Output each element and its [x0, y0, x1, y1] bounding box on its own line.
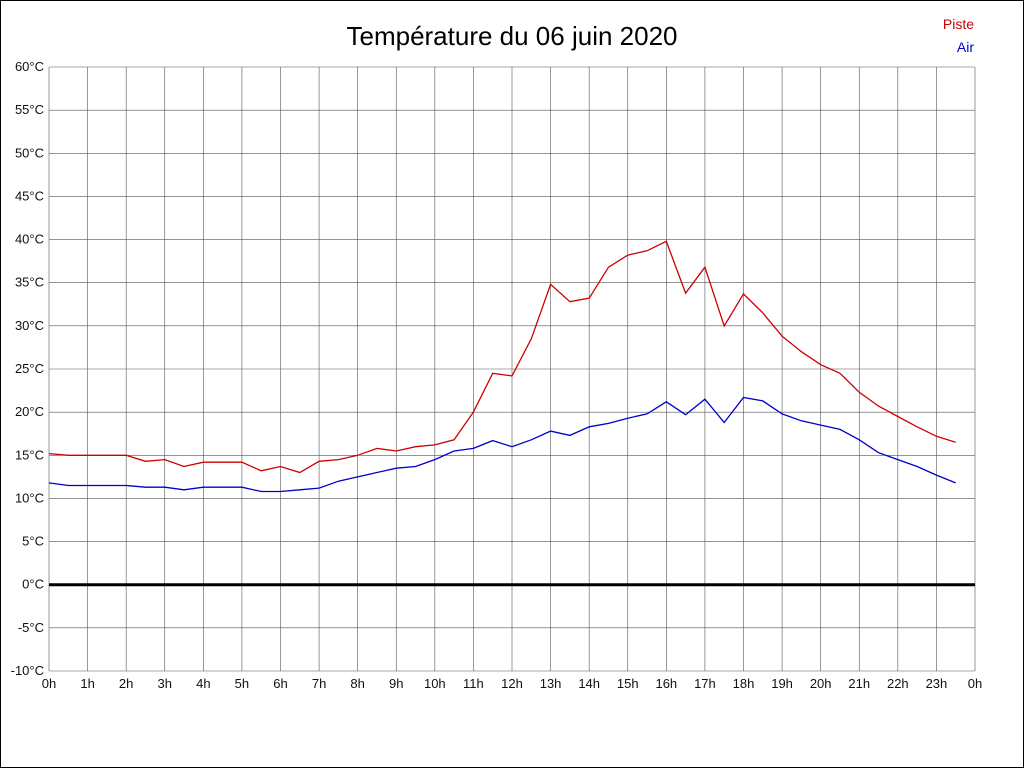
x-tick-label: 6h	[273, 676, 287, 691]
series-line-piste	[48, 240, 956, 474]
x-tick-label: 16h	[655, 676, 677, 691]
y-tick-label: -10°C	[11, 663, 44, 678]
y-tick-label: 20°C	[15, 404, 44, 419]
legend-item-piste: Piste	[942, 16, 974, 32]
x-tick-label: 7h	[312, 676, 326, 691]
x-tick-label: 8h	[350, 676, 364, 691]
y-tick-label: 50°C	[15, 145, 44, 160]
legend: Piste Air	[943, 13, 974, 59]
x-tick-label: 0h	[42, 676, 56, 691]
x-tick-label: 17h	[694, 676, 716, 691]
x-tick-label: 0h	[968, 676, 982, 691]
x-tick-label: 18h	[733, 676, 755, 691]
x-tick-label: 12h	[501, 676, 523, 691]
x-tick-label: 14h	[578, 676, 600, 691]
y-tick-label: 30°C	[15, 318, 44, 333]
y-tick-label: 45°C	[15, 188, 44, 203]
x-tick-label: 4h	[196, 676, 210, 691]
chart-title: Température du 06 juin 2020	[346, 21, 678, 51]
x-tick-label: 22h	[887, 676, 909, 691]
y-tick-label: 60°C	[15, 59, 44, 74]
series-line-air	[48, 396, 956, 493]
x-tick-label: 13h	[540, 676, 562, 691]
x-tick-label: 21h	[848, 676, 870, 691]
y-tick-label: 15°C	[15, 447, 44, 462]
y-tick-label: 10°C	[15, 490, 44, 505]
y-tick-label: 40°C	[15, 232, 44, 247]
x-tick-label: 19h	[771, 676, 793, 691]
x-tick-label: 2h	[119, 676, 133, 691]
x-tick-label: 15h	[617, 676, 639, 691]
y-tick-label: 0°C	[22, 577, 44, 592]
legend-item-air: Air	[956, 39, 974, 55]
x-tick-label: 1h	[80, 676, 94, 691]
y-tick-label: 55°C	[15, 102, 44, 117]
y-tick-label: -5°C	[18, 620, 44, 635]
x-tick-label: 5h	[235, 676, 249, 691]
y-tick-label: 5°C	[22, 534, 44, 549]
x-tick-label: 9h	[389, 676, 403, 691]
y-tick-label: 25°C	[15, 361, 44, 376]
x-tick-label: 23h	[926, 676, 948, 691]
x-tick-label: 3h	[158, 676, 172, 691]
x-tick-label: 20h	[810, 676, 832, 691]
x-tick-label: 11h	[463, 676, 484, 691]
x-tick-label: 10h	[424, 676, 446, 691]
y-tick-label: 35°C	[15, 275, 44, 290]
